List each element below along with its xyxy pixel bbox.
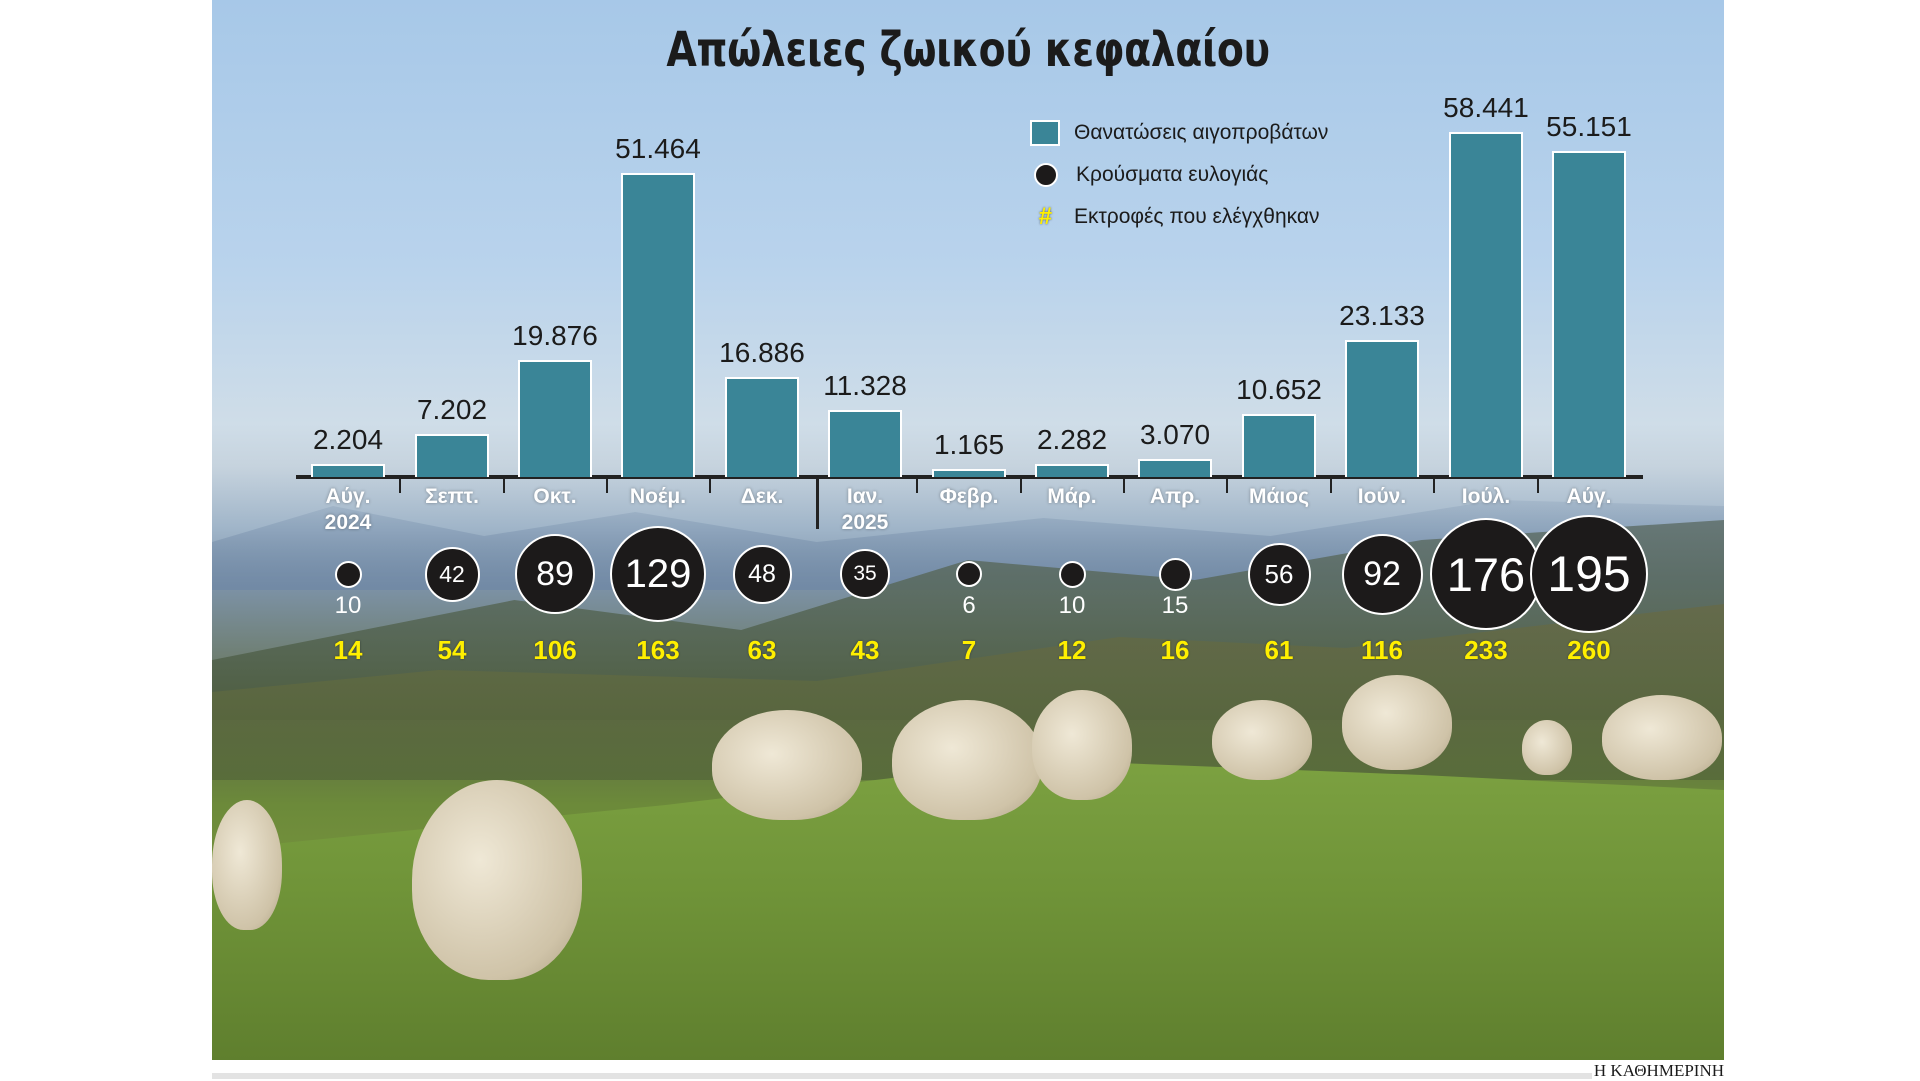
bar-swatch-icon [1030, 120, 1060, 146]
chart-title: Απώλειες ζωικού κεφαλαίου [666, 22, 1270, 78]
sheep-icon [1032, 690, 1132, 800]
legend-label: Θανατώσεις αιγοπροβάτων [1074, 121, 1329, 144]
legend: Θανατώσεις αιγοπροβάτων Κρούσματα ευλογι… [1030, 112, 1328, 238]
hash-icon: # [1038, 203, 1052, 230]
legend-label: Κρούσματα ευλογιάς [1076, 163, 1269, 186]
sheep-icon [892, 700, 1042, 820]
legend-item-cases: Κρούσματα ευλογιάς [1030, 154, 1328, 196]
sheep-icon [1522, 720, 1572, 775]
sheep-icon [1342, 675, 1452, 770]
footer-rule [212, 1073, 1592, 1079]
sheep-icon [1602, 695, 1722, 780]
circle-icon [1034, 163, 1058, 187]
legend-item-culls: Θανατώσεις αιγοπροβάτων [1030, 112, 1328, 154]
legend-item-farms: # Εκτροφές που ελέγχθηκαν [1030, 196, 1328, 238]
publisher-logo: Η ΚΑΘΗΜΕΡΙΝΗ [1593, 1061, 1724, 1080]
sheep-icon [1212, 700, 1312, 780]
sheep-icon [412, 780, 582, 980]
sheep-icon [212, 800, 282, 930]
background-photo: Απώλειες ζωικού κεφαλαίου Θανατώσεις αιγ… [212, 0, 1724, 1060]
legend-label: Εκτροφές που ελέγχθηκαν [1074, 205, 1320, 228]
sheep-icon [712, 710, 862, 820]
